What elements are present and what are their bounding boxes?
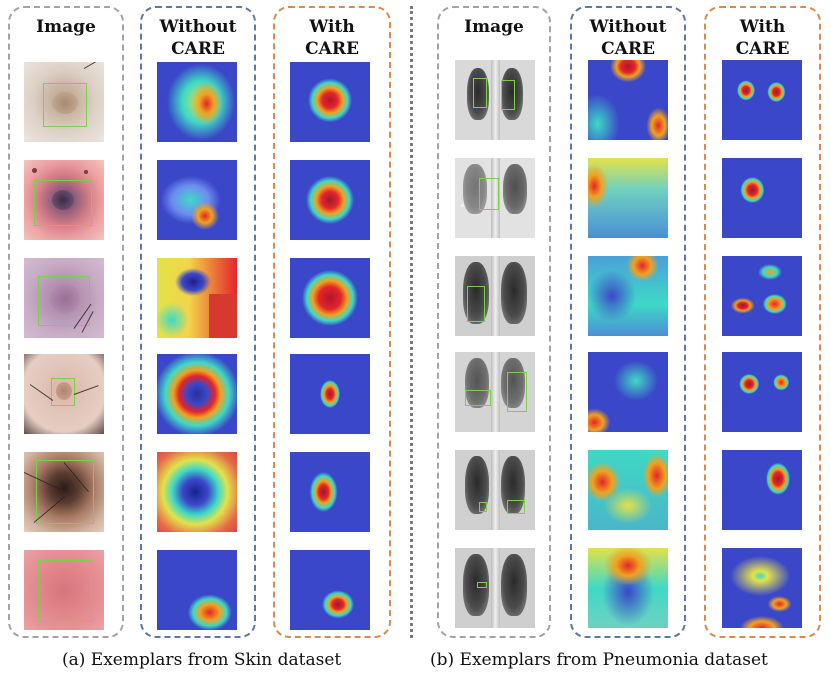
pneumonia-without-heatmap-3 — [588, 256, 668, 336]
skin-without-heatmap-3 — [157, 258, 237, 338]
skin-with-heatmap-2 — [290, 160, 370, 240]
pneumonia-image-2 — [455, 158, 535, 238]
skin-image-6 — [24, 550, 104, 630]
skin-image-4 — [24, 354, 104, 434]
pneumonia-without-heatmap-4 — [588, 352, 668, 432]
column-heading: With CARE — [305, 17, 359, 59]
column-heading: Image — [36, 17, 96, 37]
pneumonia-without-heatmap-1 — [588, 60, 668, 140]
panel-divider — [410, 6, 413, 638]
column-heading: Image — [464, 17, 524, 37]
skin-with-care-column: With CARE — [273, 6, 391, 638]
pneumonia-without-heatmap-2 — [588, 158, 668, 238]
skin-with-heatmap-3 — [290, 258, 370, 338]
skin-image-column: Image — [8, 6, 124, 638]
skin-without-heatmap-2 — [157, 160, 237, 240]
pneumonia-with-heatmap-2 — [722, 158, 802, 238]
column-heading: Without CARE — [589, 17, 667, 59]
pneumonia-image-5 — [455, 450, 535, 530]
skin-without-heatmap-1 — [157, 62, 237, 142]
skin-without-care-column: Without CARE — [140, 6, 256, 638]
pneumonia-without-heatmap-6 — [588, 548, 668, 628]
pneumonia-with-heatmap-4 — [722, 352, 802, 432]
pneumonia-without-care-column: Without CARE — [570, 6, 686, 638]
bbox — [507, 372, 527, 412]
bbox — [43, 83, 87, 127]
bbox — [473, 78, 487, 108]
pneumonia-image-1 — [455, 60, 535, 140]
skin-with-heatmap-5 — [290, 452, 370, 532]
skin-with-heatmap-4 — [290, 354, 370, 434]
bbox — [36, 460, 94, 524]
skin-image-3 — [24, 258, 104, 338]
skin-with-heatmap-1 — [290, 62, 370, 142]
bbox — [51, 378, 75, 406]
skin-without-heatmap-5 — [157, 452, 237, 532]
bbox — [38, 276, 90, 326]
skin-without-heatmap-6 — [157, 550, 237, 630]
bbox — [465, 390, 491, 406]
pneumonia-image-4 — [455, 352, 535, 432]
pneumonia-image-column: Image — [437, 6, 551, 638]
bbox — [467, 286, 485, 322]
bbox — [38, 560, 92, 622]
bbox — [479, 178, 499, 210]
bbox — [501, 80, 515, 110]
bbox — [479, 502, 487, 512]
pneumonia-image-6 — [455, 548, 535, 628]
skin-without-heatmap-4 — [157, 354, 237, 434]
bbox — [507, 500, 525, 514]
column-heading: With CARE — [735, 17, 790, 59]
skin-with-heatmap-6 — [290, 550, 370, 630]
pneumonia-with-heatmap-1 — [722, 60, 802, 140]
skin-image-5 — [24, 452, 104, 532]
pneumonia-with-heatmap-5 — [722, 450, 802, 530]
bbox — [34, 180, 92, 226]
pneumonia-with-care-column: With CARE — [704, 6, 821, 638]
pneumonia-without-heatmap-5 — [588, 450, 668, 530]
column-heading: Without CARE — [159, 17, 237, 59]
skin-image-1 — [24, 62, 104, 142]
pneumonia-image-3 — [455, 256, 535, 336]
skin-image-2 — [24, 160, 104, 240]
bbox — [477, 582, 487, 588]
pneumonia-with-heatmap-6 — [722, 548, 802, 628]
pneumonia-with-heatmap-3 — [722, 256, 802, 336]
pneumonia-caption: (b) Exemplars from Pneumonia dataset — [430, 650, 768, 670]
skin-caption: (a) Exemplars from Skin dataset — [62, 650, 342, 670]
